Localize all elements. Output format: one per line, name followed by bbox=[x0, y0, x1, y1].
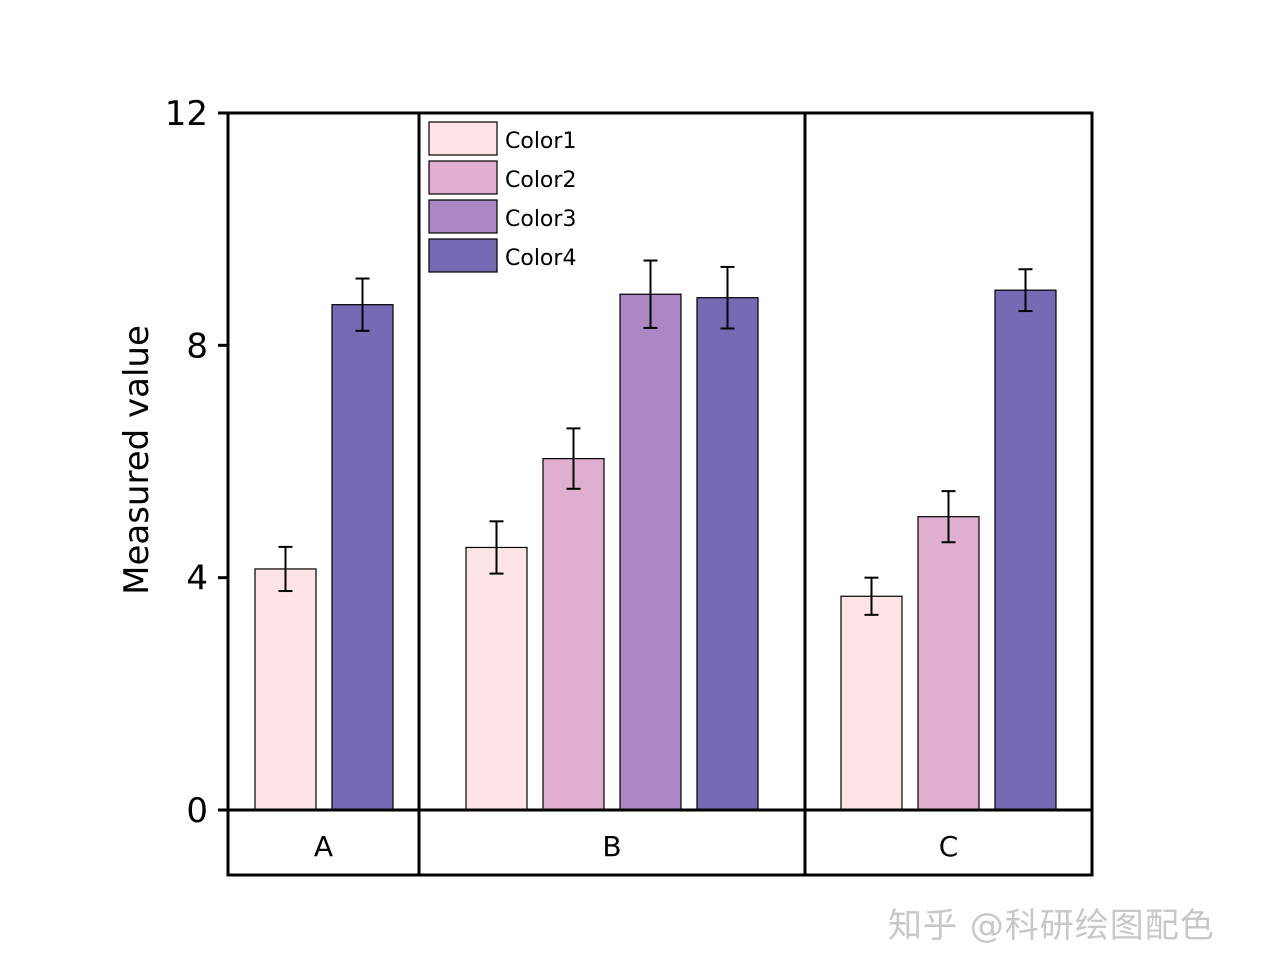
bar-B-Color2 bbox=[542, 457, 605, 811]
legend-item: Color4 bbox=[428, 238, 576, 273]
bars-layer bbox=[254, 259, 1057, 811]
bar-C-Color1 bbox=[840, 595, 903, 811]
legend-item: Color3 bbox=[428, 199, 576, 234]
legend-swatch bbox=[428, 160, 498, 195]
legend-swatch bbox=[428, 238, 498, 273]
legend-item: Color1 bbox=[428, 121, 576, 156]
y-tick-label: 4 bbox=[186, 559, 208, 599]
legend-swatch bbox=[428, 199, 498, 234]
y-tick-label: 8 bbox=[186, 326, 208, 366]
category-label-B: B bbox=[602, 830, 621, 863]
error-bar-B-Color4 bbox=[720, 265, 735, 330]
category-label-C: C bbox=[939, 830, 959, 863]
y-axis-title: Measured value bbox=[117, 325, 157, 595]
error-bar-B-Color1 bbox=[489, 520, 504, 575]
error-bar-A-Color4 bbox=[355, 277, 370, 332]
bar-B-Color4 bbox=[696, 297, 759, 811]
error-bar-C-Color4 bbox=[1018, 268, 1033, 313]
watermark: 知乎 @科研绘图配色 bbox=[888, 906, 1215, 946]
bar-C-Color2 bbox=[917, 516, 980, 811]
legend-item: Color2 bbox=[428, 160, 576, 195]
plot-border bbox=[226, 111, 1094, 877]
category-label-A: A bbox=[314, 830, 333, 863]
y-tick-label: 0 bbox=[186, 791, 208, 831]
bar-A-Color1 bbox=[254, 568, 317, 811]
bar-B-Color3 bbox=[619, 293, 682, 811]
error-bar-B-Color3 bbox=[643, 259, 658, 329]
error-bar-A-Color1 bbox=[278, 545, 293, 593]
bar-C-Color4 bbox=[994, 289, 1057, 811]
legend-label: Color4 bbox=[505, 246, 576, 271]
error-bar-C-Color2 bbox=[941, 490, 956, 544]
error-bar-C-Color1 bbox=[864, 576, 879, 616]
legend-label: Color1 bbox=[505, 129, 576, 154]
legend-label: Color2 bbox=[505, 168, 576, 193]
legend-label: Color3 bbox=[505, 207, 576, 232]
x-axis-categories: A B C bbox=[314, 830, 958, 863]
plot-frame bbox=[226, 111, 1094, 877]
bar-A-Color4 bbox=[331, 304, 394, 811]
y-axis: 0 4 8 12 bbox=[165, 94, 228, 831]
legend-swatch bbox=[428, 121, 498, 156]
error-bar-B-Color2 bbox=[566, 427, 581, 490]
legend: Color1 Color2 Color3 Color4 bbox=[428, 121, 576, 273]
bar-B-Color1 bbox=[465, 546, 528, 811]
y-tick-label: 12 bbox=[165, 94, 208, 134]
